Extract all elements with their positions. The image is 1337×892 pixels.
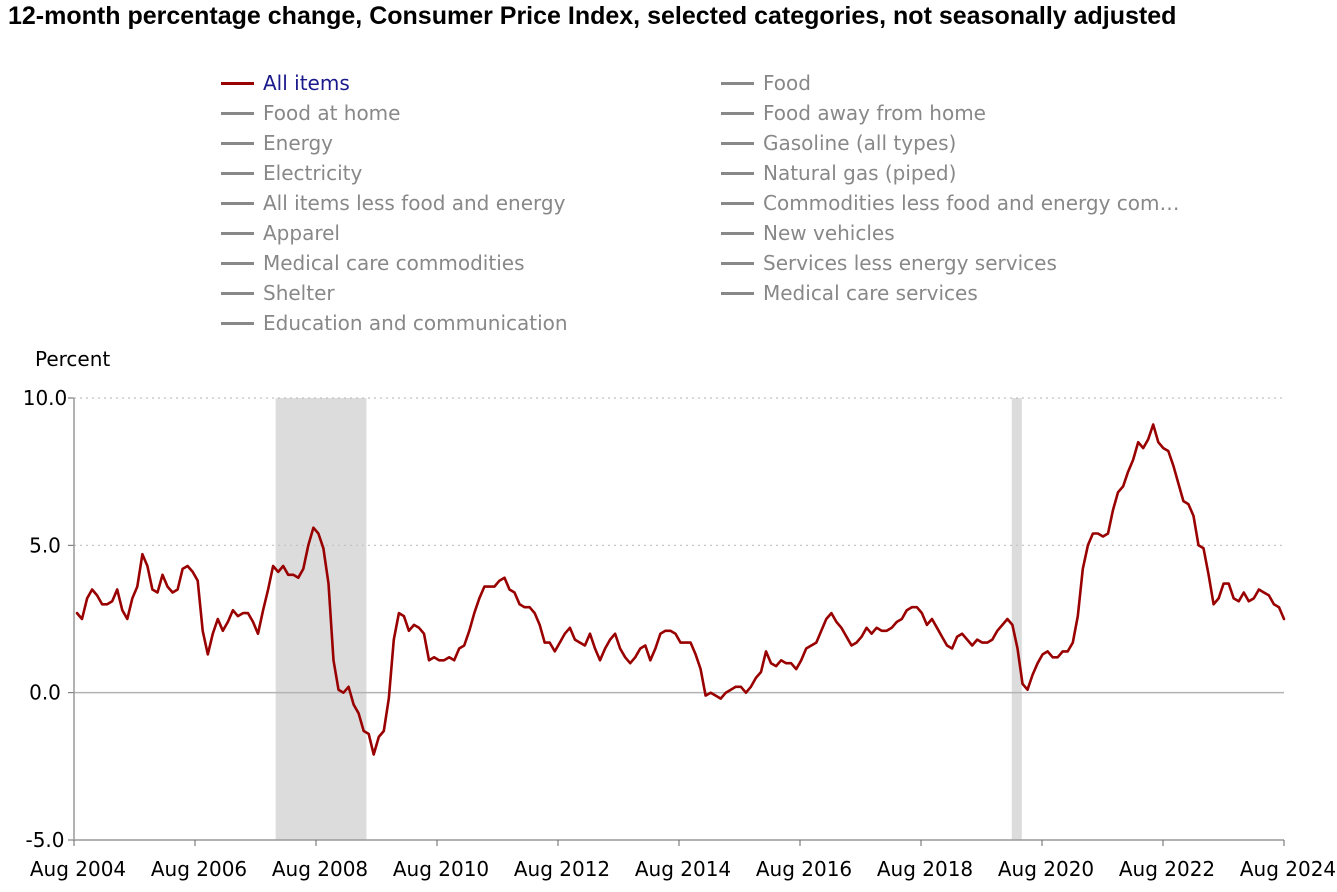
legend-label: Medical care services xyxy=(763,281,978,305)
legend-item[interactable]: Gasoline (all types) xyxy=(721,128,956,158)
legend-item[interactable]: Energy xyxy=(221,128,333,158)
legend-item[interactable]: Medical care commodities xyxy=(221,248,524,278)
legend-swatch xyxy=(721,81,754,85)
legend-item[interactable]: Food at home xyxy=(221,98,400,128)
legend-label: Food xyxy=(763,71,811,95)
legend-label: New vehicles xyxy=(763,221,895,245)
legend-item[interactable]: Apparel xyxy=(221,218,340,248)
legend-item[interactable]: Shelter xyxy=(221,278,335,308)
x-tick-label: Aug 2010 xyxy=(393,857,489,881)
x-tick-label: Aug 2024 xyxy=(1240,857,1336,881)
legend-swatch xyxy=(721,201,754,205)
recession-band xyxy=(275,398,367,840)
legend-swatch xyxy=(721,111,754,115)
legend-item[interactable]: Medical care services xyxy=(721,278,978,308)
legend-item[interactable]: All items less food and energy xyxy=(221,188,565,218)
legend-label: Medical care commodities xyxy=(263,251,525,275)
legend-item[interactable]: Food away from home xyxy=(721,98,986,128)
legend-item[interactable]: Commodities less food and energy com… xyxy=(721,188,1180,218)
x-tick-label: Aug 2008 xyxy=(272,857,368,881)
legend-swatch xyxy=(221,321,254,325)
x-tick-label: Aug 2020 xyxy=(998,857,1094,881)
legend-label: Shelter xyxy=(263,281,335,305)
legend-swatch xyxy=(221,171,254,175)
legend-swatch xyxy=(721,141,754,145)
x-tick-label: Aug 2016 xyxy=(756,857,852,881)
legend-label: Services less energy services xyxy=(763,251,1057,275)
x-tick-label: Aug 2012 xyxy=(514,857,610,881)
y-tick-label: 0.0 xyxy=(29,681,61,705)
legend-label: Natural gas (piped) xyxy=(763,161,957,185)
legend-label: Electricity xyxy=(263,161,363,185)
legend-swatch xyxy=(221,291,254,295)
legend-swatch xyxy=(721,261,754,265)
chart-title: 12-month percentage change, Consumer Pri… xyxy=(8,2,1177,30)
recession-band xyxy=(1011,398,1022,840)
x-tick-label: Aug 2022 xyxy=(1119,857,1215,881)
legend-item[interactable]: Food xyxy=(721,68,811,98)
legend-label: Commodities less food and energy com… xyxy=(763,191,1180,215)
legend-label: Gasoline (all types) xyxy=(763,131,957,155)
y-tick-label: 10.0 xyxy=(23,386,68,410)
x-tick-label: Aug 2014 xyxy=(635,857,731,881)
legend-item[interactable]: New vehicles xyxy=(721,218,895,248)
legend-swatch xyxy=(221,201,254,205)
legend-item[interactable]: Natural gas (piped) xyxy=(721,158,956,188)
legend-label: Food at home xyxy=(263,101,401,125)
legend-swatch xyxy=(221,231,254,235)
legend-label: Apparel xyxy=(263,221,340,245)
y-axis-label: Percent xyxy=(35,347,111,371)
series-line-all-items xyxy=(75,423,1286,756)
legend-swatch xyxy=(221,141,254,145)
legend-item[interactable]: All items xyxy=(221,68,350,98)
legend-label: Energy xyxy=(263,131,334,155)
legend-swatch xyxy=(221,111,254,115)
x-tick-label: Aug 2004 xyxy=(30,857,126,881)
legend-item[interactable]: Education and communication xyxy=(221,308,568,338)
legend-label: Food away from home xyxy=(763,101,986,125)
legend-swatch xyxy=(721,231,754,235)
x-tick-label: Aug 2018 xyxy=(877,857,973,881)
legend-swatch xyxy=(221,81,254,85)
legend-swatch xyxy=(221,261,254,265)
legend-item[interactable]: Electricity xyxy=(221,158,362,188)
legend-swatch xyxy=(721,171,754,175)
y-tick-label: -5.0 xyxy=(25,828,64,852)
legend-item[interactable]: Services less energy services xyxy=(721,248,1057,278)
legend-swatch xyxy=(721,291,754,295)
legend-label: All items xyxy=(263,71,350,95)
legend-label: Education and communication xyxy=(263,311,568,335)
x-tick-label: Aug 2006 xyxy=(151,857,247,881)
legend-label: All items less food and energy xyxy=(263,191,566,215)
y-tick-label: 5.0 xyxy=(29,533,61,557)
